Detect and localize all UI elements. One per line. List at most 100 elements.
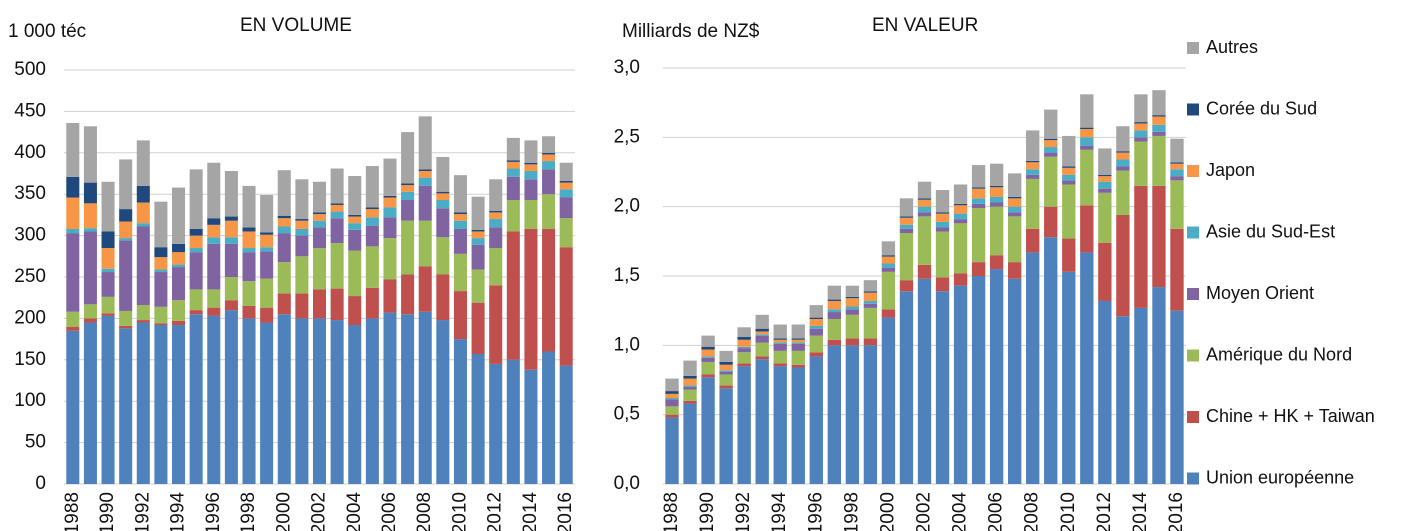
bar-segment xyxy=(1152,116,1166,125)
bar-segment xyxy=(242,227,256,232)
bar-segment xyxy=(1062,271,1076,484)
bar-segment xyxy=(773,339,787,343)
bar-segment xyxy=(330,320,344,484)
y-tick-label: 0,0 xyxy=(614,473,640,494)
bar-segment xyxy=(971,262,986,276)
bar-segment xyxy=(66,330,80,484)
bar-segment xyxy=(953,219,968,224)
bar-segment xyxy=(260,195,274,233)
bar-segment xyxy=(277,233,291,263)
bar-segment xyxy=(899,198,914,217)
bar-segment xyxy=(83,182,97,204)
bar-segment xyxy=(330,288,344,321)
bar-segment xyxy=(845,306,860,310)
bar-segment xyxy=(1170,163,1184,170)
bar-segment xyxy=(791,338,805,340)
bar-segment xyxy=(154,201,168,248)
bar-segment xyxy=(1080,137,1094,146)
bar-segment xyxy=(383,279,397,313)
bar-segment xyxy=(827,309,842,313)
bar-segment xyxy=(791,364,805,368)
x-tick-label: 2000 xyxy=(877,492,898,531)
bar-segment xyxy=(277,314,291,484)
bar-segment xyxy=(881,241,896,256)
bar-segment xyxy=(365,287,379,319)
bar-segment xyxy=(312,318,327,484)
bar-segment xyxy=(1044,138,1058,141)
bar-segment xyxy=(755,342,769,357)
bar-segment xyxy=(277,215,291,219)
bar-segment xyxy=(989,196,1004,203)
bar-segment xyxy=(737,366,751,484)
bar-segment xyxy=(383,195,397,198)
bar-segment xyxy=(1134,185,1148,308)
bar-segment xyxy=(737,352,751,364)
bar-segment xyxy=(542,152,556,155)
bar-segment xyxy=(330,243,344,289)
bar-segment xyxy=(1007,216,1022,263)
bar-segment xyxy=(1134,137,1148,142)
bar-segment xyxy=(791,324,805,339)
bar-segment xyxy=(136,202,150,224)
legend-swatch xyxy=(1187,42,1199,54)
bar-segment xyxy=(1152,287,1166,484)
bar-segment xyxy=(418,169,432,172)
bar-segment xyxy=(559,182,573,190)
bar-segment xyxy=(845,345,860,484)
bar-segment xyxy=(189,310,203,315)
bar-segment xyxy=(1098,148,1112,175)
bar-segment xyxy=(277,226,291,234)
bar-segment xyxy=(719,374,733,386)
bar-segment xyxy=(295,318,309,484)
bar-segment xyxy=(683,385,697,387)
bar-segment xyxy=(154,306,168,324)
bar-segment xyxy=(506,168,520,177)
bar-segment xyxy=(66,233,80,312)
bar-segment xyxy=(719,364,733,371)
bar-segment xyxy=(863,300,878,304)
bar-segment xyxy=(989,206,1004,256)
bar-segment xyxy=(119,209,133,222)
bar-segment xyxy=(489,212,503,220)
bar-segment xyxy=(383,217,397,239)
bar-segment xyxy=(542,194,556,229)
bar-segment xyxy=(365,246,379,288)
bar-segment xyxy=(436,156,450,192)
legend-label: Amérique du Nord xyxy=(1206,344,1352,364)
bar-segment xyxy=(827,318,842,340)
bar-segment xyxy=(542,228,556,352)
bar-segment xyxy=(401,274,415,315)
bar-segment xyxy=(1152,115,1166,117)
bar-segment xyxy=(791,367,805,484)
bar-segment xyxy=(935,231,950,278)
bar-segment xyxy=(383,207,397,218)
bar-segment xyxy=(1098,192,1112,243)
bar-segment xyxy=(453,175,467,213)
bar-segment xyxy=(559,162,573,181)
y-tick-label: 500 xyxy=(14,59,46,80)
bar-segment xyxy=(917,199,932,207)
x-tick-label: 1992 xyxy=(132,492,153,531)
bar-segment xyxy=(418,116,432,170)
bar-segment xyxy=(953,205,968,214)
bar-segment xyxy=(665,406,679,415)
bar-segment xyxy=(119,159,133,210)
bar-segment xyxy=(172,187,186,244)
bar-segment xyxy=(453,339,467,484)
bar-segment xyxy=(1170,162,1184,164)
bar-segment xyxy=(207,243,221,290)
bar-segment xyxy=(260,232,274,235)
x-tick-label: 2004 xyxy=(950,492,971,531)
bar-segment xyxy=(365,217,379,226)
bar-segment xyxy=(683,378,697,386)
bar-segment xyxy=(189,314,203,484)
bar-segment xyxy=(172,320,186,326)
bar-segment xyxy=(1134,94,1148,123)
bar-segment xyxy=(524,162,538,165)
bar-segment xyxy=(755,359,769,484)
bar-segment xyxy=(809,352,823,357)
legend-label: Union européenne xyxy=(1206,467,1354,487)
bar-segment xyxy=(665,414,679,418)
bar-segment xyxy=(773,363,787,367)
bar-segment xyxy=(401,191,415,200)
